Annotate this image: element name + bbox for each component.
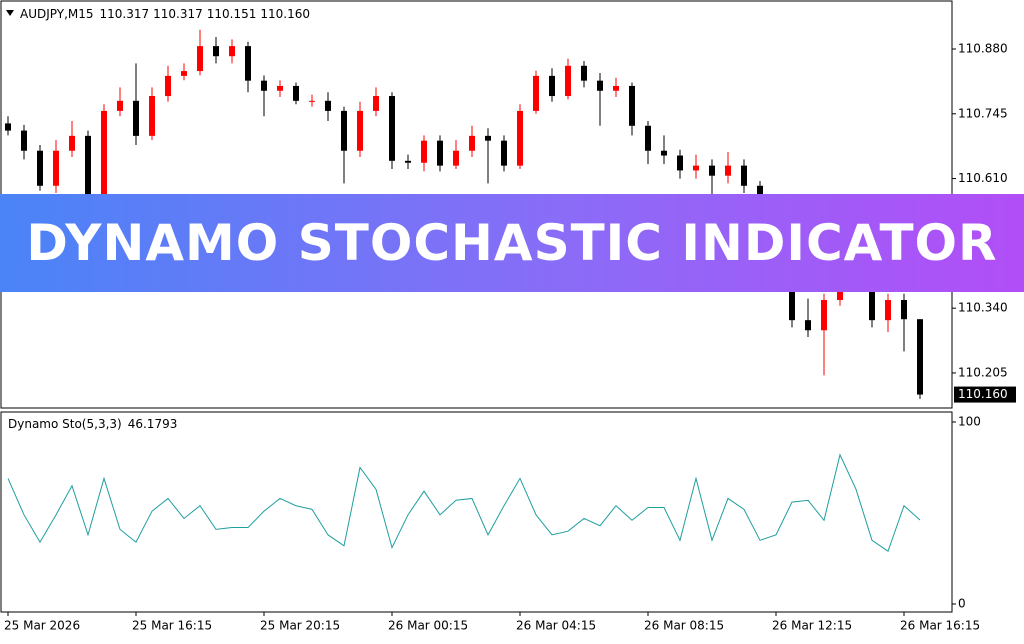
ohlc-high: 110.317 <box>153 7 203 21</box>
indicator-panel <box>0 411 953 613</box>
candle-body <box>549 75 555 97</box>
y-tick-label: 110.610 <box>958 171 1008 185</box>
x-tick-label: 25 Mar 16:15 <box>132 619 212 633</box>
menu-triangle <box>6 10 14 16</box>
candle-body <box>213 46 219 57</box>
symbol: AUDJPY,M15 <box>20 7 94 21</box>
candle-body <box>901 300 907 320</box>
banner: DYNAMO STOCHASTIC INDICATOR <box>0 194 1024 292</box>
candle-body <box>293 85 299 101</box>
indicator-line <box>7 453 921 552</box>
x-tick-label: 25 Mar 20:15 <box>260 619 340 633</box>
x-tick-label: 25 Mar 2026 <box>4 619 80 633</box>
x-tick-label: 26 Mar 08:15 <box>644 619 724 633</box>
candle-body <box>181 71 187 76</box>
candle-body <box>245 46 251 81</box>
candle-body <box>277 85 283 91</box>
candle-body <box>341 110 347 151</box>
candle-body <box>389 96 395 161</box>
ohlc-close: 110.160 <box>260 7 310 21</box>
candle-body <box>645 125 651 151</box>
x-tick-label: 26 Mar 00:15 <box>388 619 468 633</box>
candle-body <box>101 110 107 196</box>
y-tick-label: 100 <box>958 415 981 429</box>
x-tick-label: 26 Mar 16:15 <box>900 619 980 633</box>
candle-body <box>325 100 331 111</box>
candle-body <box>533 75 539 111</box>
candle-body <box>53 150 59 186</box>
candle-body <box>357 110 363 151</box>
candle-body <box>709 165 715 176</box>
y-tick-label: 110.745 <box>958 106 1008 120</box>
candle-body <box>197 46 203 72</box>
candle-body <box>309 100 315 102</box>
candle-body <box>229 46 235 57</box>
candle-body <box>85 135 91 196</box>
candle-body <box>757 185 763 201</box>
price-box-label: 110.160 <box>958 387 1008 401</box>
price-box <box>954 386 1016 403</box>
candle-body <box>405 160 411 163</box>
candle-body <box>37 150 43 186</box>
candle-body <box>517 110 523 166</box>
y-tick-label: 0 <box>958 596 966 610</box>
candle-body <box>469 135 475 151</box>
candle-body <box>805 320 811 331</box>
candle-body <box>485 135 491 141</box>
indicator-title: Dynamo Sto(5,3,3) <box>8 417 122 431</box>
candle-body <box>885 300 891 321</box>
candle-body <box>917 319 923 395</box>
y-tick-label: 110.340 <box>958 301 1008 315</box>
candle-body <box>629 85 635 126</box>
candle-body <box>261 80 267 91</box>
x-tick-label: 26 Mar 04:15 <box>516 619 596 633</box>
candle-body <box>725 165 731 176</box>
candle-body <box>693 165 699 171</box>
candle-body <box>69 135 75 151</box>
candle-body <box>149 96 155 136</box>
candle-body <box>421 140 427 163</box>
candle-body <box>581 65 587 81</box>
candle-body <box>373 96 379 111</box>
indicator-header: Dynamo Sto(5,3,3) 46.1793 <box>8 417 177 431</box>
y-tick-label: 110.205 <box>958 365 1008 379</box>
candle-body <box>165 75 171 97</box>
ohlc-low: 110.151 <box>207 7 257 21</box>
candle-body <box>453 150 459 166</box>
candle-body <box>613 85 619 91</box>
candle-body <box>741 165 747 186</box>
header: AUDJPY,M15 110.317 110.317 110.151 110.160 <box>20 7 310 21</box>
candle-body <box>821 300 827 331</box>
candle-body <box>133 100 139 136</box>
x-tick-label: 26 Mar 12:15 <box>772 619 852 633</box>
candle-body <box>21 130 27 151</box>
candle-body <box>437 140 443 166</box>
candle-body <box>501 140 507 166</box>
indicator-value: 46.1793 <box>128 417 178 431</box>
candle-body <box>661 150 667 156</box>
y-tick-label: 110.880 <box>958 41 1008 55</box>
ohlc-open: 110.317 <box>100 7 150 21</box>
candle-body <box>565 65 571 97</box>
candle-body <box>117 100 123 111</box>
candle-body <box>677 155 683 171</box>
candle-body <box>5 123 11 131</box>
candle-body <box>597 80 603 91</box>
